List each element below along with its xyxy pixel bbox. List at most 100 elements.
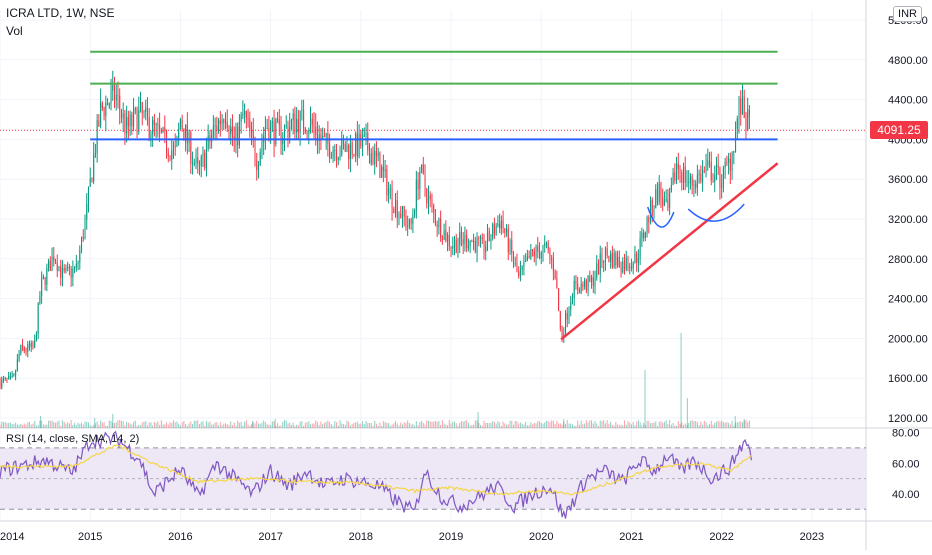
candle-body	[341, 138, 343, 155]
price-tick-label: 2800.00	[888, 254, 928, 266]
volume-bar	[558, 423, 560, 428]
volume-bar	[332, 425, 334, 428]
time-tick-label: 2014	[0, 531, 24, 543]
volume-bar	[422, 422, 424, 428]
volume-bar	[620, 424, 622, 428]
candle-body	[447, 235, 449, 242]
volume-bar	[25, 424, 27, 428]
candle-body	[533, 251, 535, 257]
volume-bar	[263, 420, 265, 428]
time-tick-label: 2021	[619, 531, 643, 543]
volume-bar	[533, 422, 535, 428]
candle-body	[372, 153, 374, 164]
volume-bar	[736, 422, 738, 428]
candle-body	[77, 262, 79, 264]
volume-bar	[351, 424, 353, 428]
volume-bar	[278, 425, 280, 428]
candle-body	[466, 235, 468, 248]
volume-bar	[634, 425, 636, 428]
candle-body	[634, 253, 636, 264]
candle-body	[330, 157, 332, 159]
candle-body	[325, 132, 327, 137]
candle-body	[417, 179, 419, 190]
candle-body	[653, 208, 655, 215]
candle-body	[35, 334, 37, 341]
candle-body	[676, 163, 678, 181]
volume-bar	[396, 423, 398, 428]
volume-bar	[676, 425, 678, 428]
volume-bar	[323, 422, 325, 428]
volume-bar	[445, 424, 447, 428]
candle-body	[740, 98, 742, 115]
volume-bar	[176, 421, 178, 428]
volume-bar	[672, 423, 674, 428]
volume-bar	[315, 420, 317, 428]
volume-bar	[48, 420, 50, 428]
candle-body	[131, 114, 133, 127]
volume-bar	[691, 420, 693, 428]
candle-body	[15, 371, 17, 375]
volume-bar	[551, 420, 553, 428]
volume-bar	[115, 422, 117, 428]
candle-body	[334, 149, 336, 151]
rsi-label: RSI (14, close, SMA, 14, 2)	[6, 433, 140, 445]
volume-bar	[107, 425, 109, 428]
currency-badge[interactable]: INR	[893, 6, 922, 22]
candle-body	[67, 266, 69, 269]
volume-bar	[511, 420, 513, 428]
volume-bar	[438, 421, 440, 428]
candle-body	[100, 102, 102, 127]
volume-bar	[473, 424, 475, 428]
candle-body	[537, 246, 539, 252]
candle-body	[698, 173, 700, 176]
candle-body	[422, 164, 424, 174]
candle-body	[519, 269, 521, 276]
candle-body	[84, 219, 86, 239]
candle-body	[23, 347, 25, 351]
volume-bar	[67, 422, 69, 428]
volume-bar	[238, 422, 240, 428]
volume-bar	[113, 423, 116, 428]
candle-body	[2, 378, 4, 380]
volume-bar	[63, 421, 65, 428]
time-tick-label: 2023	[800, 531, 824, 543]
volume-bar	[559, 423, 561, 428]
candle-body	[146, 107, 148, 118]
volume-bar	[549, 422, 551, 428]
candle-body	[714, 175, 716, 182]
volume-bar	[1, 421, 3, 428]
candle-body	[113, 83, 116, 101]
candle-body	[672, 172, 674, 186]
volume-bar	[231, 425, 233, 428]
volume-bar	[547, 421, 549, 428]
candle-body	[497, 223, 499, 227]
candle-body	[630, 266, 632, 269]
time-tick-label: 2020	[529, 531, 553, 543]
volume-bar	[20, 423, 22, 428]
volume-bar	[512, 424, 515, 428]
volume-bar	[715, 421, 717, 428]
candle-body	[218, 120, 220, 131]
volume-bar	[733, 425, 735, 428]
candle-body	[686, 182, 688, 184]
volume-bar	[488, 423, 490, 428]
candle-body	[370, 153, 372, 164]
volume-bar	[318, 424, 320, 428]
candle-body	[561, 328, 563, 338]
volume-bar	[198, 424, 201, 428]
volume-bar	[290, 424, 292, 428]
candle-body	[512, 253, 515, 264]
volume-bar	[195, 420, 197, 428]
volume-bar	[58, 420, 60, 428]
candle-body	[741, 96, 744, 115]
volume-bar	[434, 420, 436, 428]
volume-bar	[183, 420, 185, 428]
candle-body	[238, 121, 240, 146]
volume-bar	[743, 420, 745, 428]
volume-bar	[270, 425, 272, 428]
volume-bar	[257, 423, 260, 428]
candle-body	[96, 120, 98, 154]
volume-bar	[252, 422, 254, 428]
candle-body	[268, 127, 270, 141]
volume-bar	[500, 425, 502, 428]
